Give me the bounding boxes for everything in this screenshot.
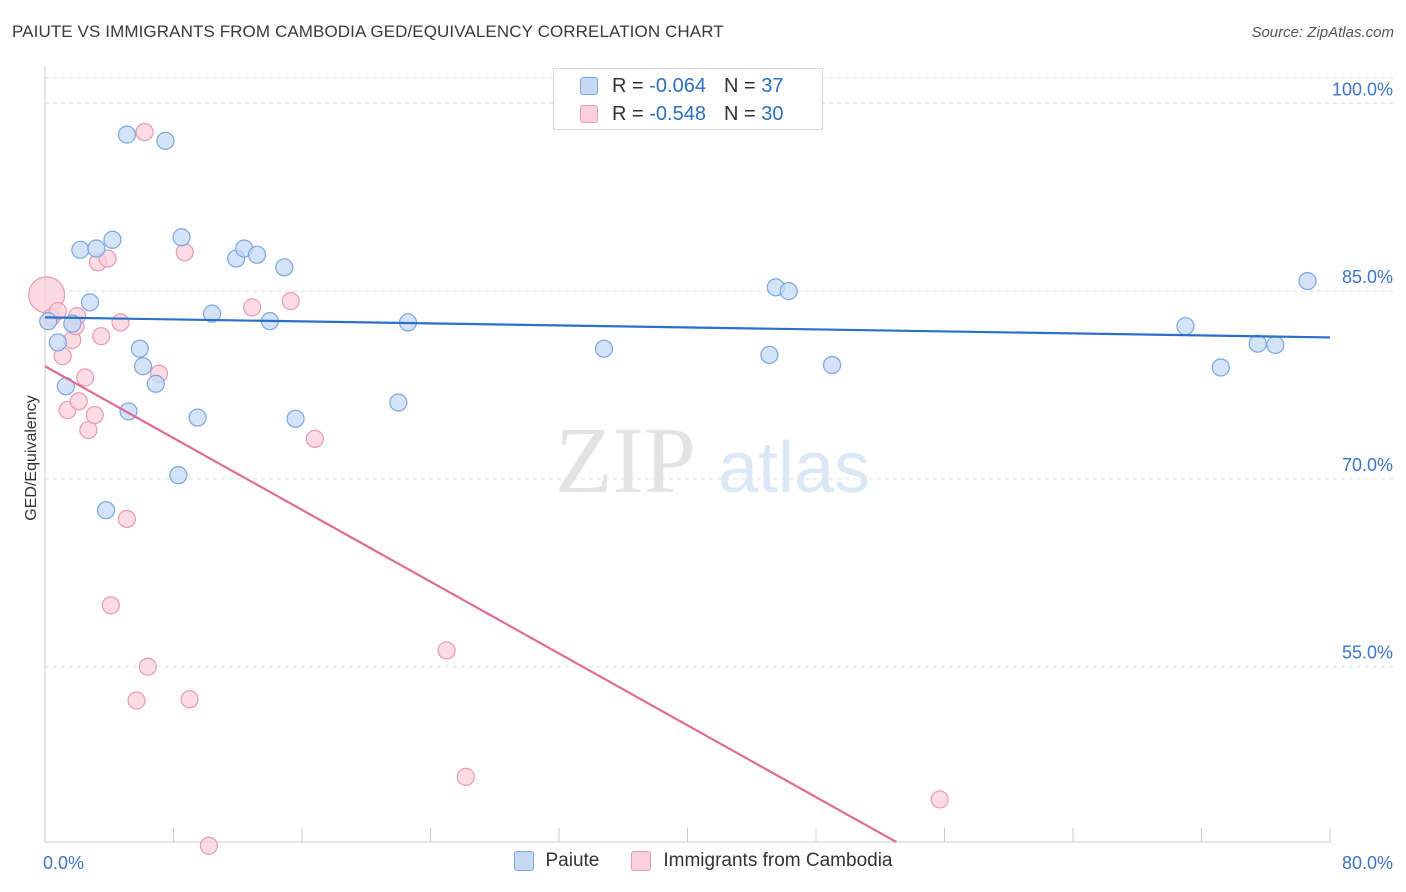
paiute-legend-swatch [513, 851, 534, 871]
paiute-point [1298, 271, 1317, 291]
paiute-point [146, 374, 165, 393]
cambodia-point [180, 690, 199, 709]
paiute-point [286, 409, 305, 428]
legend-row-paiute: R = -0.064 N = 37 [580, 73, 783, 99]
paiute-point [103, 230, 122, 249]
paiute-point [1248, 334, 1267, 353]
x-tick-label: 0.0% [43, 853, 84, 873]
cambodia-legend-label: Immigrants from Cambodia [663, 850, 893, 871]
cambodia-point [127, 691, 146, 710]
paiute-point [822, 355, 842, 375]
paiute-point [1266, 335, 1285, 355]
legend-row-cambodia: R = -0.548 N = 30 [580, 101, 783, 127]
y-tick-label: 85.0% [1342, 267, 1393, 287]
cambodia-point [437, 641, 456, 660]
paiute-point [130, 339, 149, 358]
cambodia-point [69, 392, 88, 411]
cambodia-point [456, 767, 475, 786]
cambodia-point [243, 298, 262, 317]
legend-n-label: N = [723, 102, 756, 125]
legend-item-cambodia[interactable]: Immigrants from Cambodia [631, 850, 893, 872]
cambodia-point [175, 243, 194, 262]
paiute-point [117, 125, 137, 144]
legend-r-label: R = [612, 74, 644, 97]
cambodia-trend-line [44, 365, 897, 843]
paiute-point [389, 393, 408, 412]
paiute-point [1211, 358, 1230, 377]
cambodia-point [92, 327, 111, 346]
paiute-point [760, 345, 779, 365]
paiute-point [87, 239, 106, 258]
paiute-legend-label: Paiute [545, 850, 600, 871]
stats-legend: R = -0.064 N = 37 R = -0.548 N = 30 [553, 68, 823, 130]
legend-r-label: R = [612, 102, 644, 125]
legend-item-paiute[interactable]: Paiute [513, 850, 600, 872]
axes [44, 66, 1331, 843]
watermark-zip: ZIP [555, 409, 696, 513]
y-tick-label: 70.0% [1342, 455, 1393, 475]
watermark-atlas: atlas [718, 428, 870, 508]
cambodia-point [199, 836, 218, 855]
paiute-point [96, 501, 116, 520]
paiute-point [1176, 317, 1195, 336]
x-tick-label: 80.0% [1342, 853, 1393, 873]
paiute-point [172, 228, 191, 247]
cambodia-legend-swatch [631, 851, 652, 871]
trend-lines [44, 316, 1331, 843]
cambodia-point [305, 429, 324, 448]
cambodia-point [135, 122, 154, 142]
paiute-trend-line [44, 316, 1331, 339]
cambodia-point [79, 420, 98, 440]
cambodia-point [138, 657, 157, 676]
y-axis-label: GED/Equivalency [23, 395, 40, 520]
legend-n-label: N = [723, 74, 756, 97]
cambodia-point [930, 790, 949, 809]
cambodia-swatch [580, 105, 598, 123]
cambodia-point [111, 313, 130, 332]
paiute-point [71, 240, 90, 259]
legend-n-value: 37 [761, 74, 784, 97]
paiute-point [247, 245, 267, 264]
paiute-point [169, 466, 188, 485]
cambodia-point [101, 596, 120, 615]
cambodia-point [281, 292, 300, 311]
paiute-point [63, 314, 82, 333]
paiute-point [202, 304, 222, 323]
series-paiute-points [39, 125, 1317, 520]
paiute-point [39, 312, 58, 331]
chart-title: PAIUTE VS IMMIGRANTS FROM CAMBODIA GED/E… [12, 22, 724, 41]
watermark: ZIP atlas [555, 409, 870, 513]
cambodia-point [117, 509, 137, 529]
paiute-point [594, 339, 614, 358]
legend-r-value: -0.064 [649, 74, 706, 97]
legend-r-value: -0.548 [649, 102, 706, 125]
paiute-point [80, 293, 100, 312]
grid-lines [45, 77, 1393, 668]
cambodia-point [85, 405, 104, 425]
y-tick-label: 100.0% [1332, 79, 1393, 99]
paiute-point [48, 333, 67, 352]
tick-labels: 55.0% 70.0% 85.0% 100.0% 0.0% 80.0% [43, 79, 1393, 873]
series-legend: Paiute Immigrants from Cambodia [0, 850, 1406, 872]
paiute-point [133, 357, 153, 376]
paiute-point [779, 282, 798, 301]
paiute-point [156, 131, 175, 150]
source-label: Source: ZipAtlas.com [1251, 24, 1394, 41]
paiute-point [188, 408, 207, 427]
paiute-point [275, 258, 294, 277]
legend-n-value: 30 [761, 102, 784, 125]
cambodia-point [76, 368, 95, 387]
y-tick-label: 55.0% [1342, 643, 1393, 663]
paiute-swatch [580, 77, 598, 95]
